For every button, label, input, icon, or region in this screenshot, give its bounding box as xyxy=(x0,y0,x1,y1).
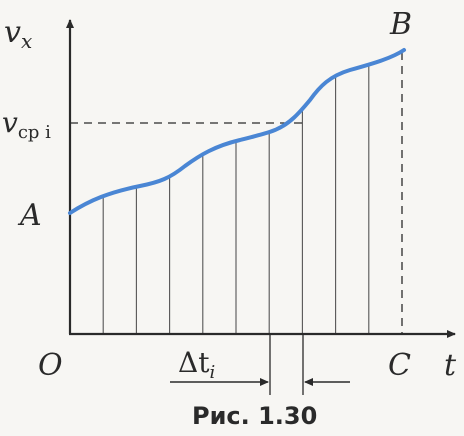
point-b-label: B xyxy=(389,7,412,42)
v-avg-label: vcp i xyxy=(2,106,51,143)
delta-t-label: Δti xyxy=(178,346,215,383)
x-axis-label: t xyxy=(444,348,457,383)
figure-caption: Рис. 1.30 xyxy=(192,402,317,430)
strip-lines xyxy=(102,64,370,334)
point-c-label: C xyxy=(388,348,411,383)
point-a-label: A xyxy=(17,198,42,233)
velocity-curve xyxy=(68,48,406,215)
origin-label: O xyxy=(38,348,63,383)
y-axis-label: vx xyxy=(4,15,32,53)
